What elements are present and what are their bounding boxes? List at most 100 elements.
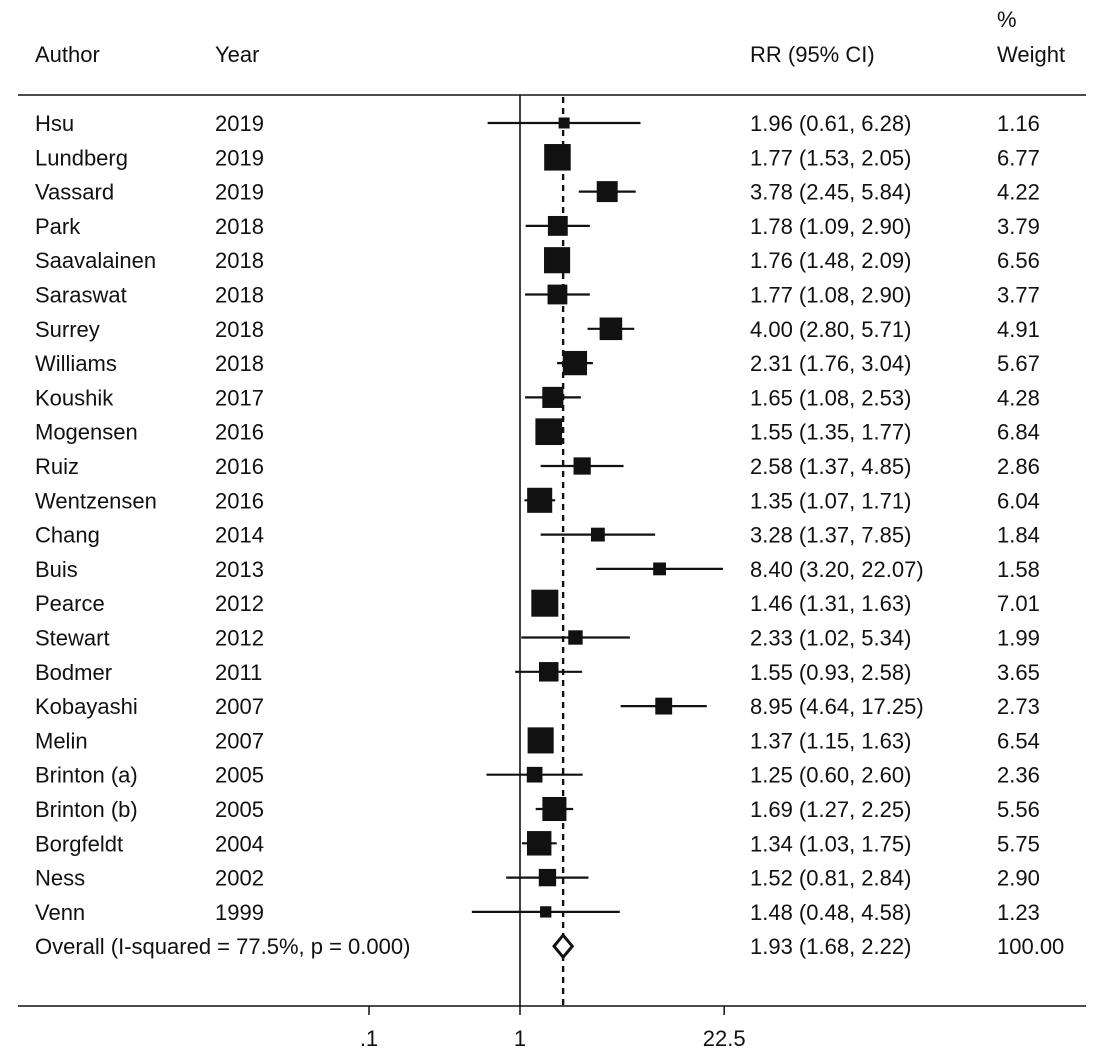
study-weight: 6.04 — [997, 488, 1040, 513]
x-tick-label: .1 — [360, 1026, 378, 1051]
study-year: 2018 — [215, 351, 264, 376]
study-year: 2018 — [215, 283, 264, 308]
study-author: Hsu — [35, 111, 74, 136]
point-estimate-box — [558, 117, 570, 129]
study-author: Koushik — [35, 385, 114, 410]
point-estimate-box — [531, 589, 559, 617]
point-estimate-box — [573, 457, 591, 475]
study-author: Buis — [35, 557, 78, 582]
study-weight: 4.91 — [997, 317, 1040, 342]
study-year: 2004 — [215, 831, 264, 856]
point-estimate-box — [535, 418, 563, 446]
study-author: Williams — [35, 351, 117, 376]
study-weight: 2.73 — [997, 694, 1040, 719]
study-rr-ci: 8.40 (3.20, 22.07) — [750, 557, 924, 582]
study-rr-ci: 1.69 (1.27, 2.25) — [750, 797, 911, 822]
plot-marks — [471, 95, 723, 1006]
point-estimate-box — [596, 181, 618, 203]
study-year: 2019 — [215, 180, 264, 205]
study-rr-ci: 1.25 (0.60, 2.60) — [750, 763, 911, 788]
study-weight: 4.22 — [997, 180, 1040, 205]
x-tick-label: 22.5 — [703, 1026, 746, 1051]
study-weight: 5.75 — [997, 831, 1040, 856]
study-weight: 1.58 — [997, 557, 1040, 582]
study-author: Saavalainen — [35, 248, 156, 273]
study-rr-ci: 4.00 (2.80, 5.71) — [750, 317, 911, 342]
study-weight: 1.23 — [997, 900, 1040, 925]
study-rr-ci: 3.28 (1.37, 7.85) — [750, 523, 911, 548]
study-weight: 2.90 — [997, 866, 1040, 891]
study-year: 2005 — [215, 797, 264, 822]
study-author: Brinton (a) — [35, 763, 138, 788]
study-year: 2007 — [215, 694, 264, 719]
study-rr-ci: 1.96 (0.61, 6.28) — [750, 111, 911, 136]
point-estimate-box — [590, 527, 605, 542]
point-estimate-box — [599, 317, 623, 341]
study-year: 2019 — [215, 145, 264, 170]
study-author: Brinton (b) — [35, 797, 138, 822]
study-rr-ci: 1.76 (1.48, 2.09) — [750, 248, 911, 273]
x-tick-label: 1 — [514, 1026, 526, 1051]
study-year: 2002 — [215, 866, 264, 891]
study-author: Stewart — [35, 626, 110, 651]
study-rr-ci: 1.35 (1.07, 1.71) — [750, 488, 911, 513]
point-estimate-box — [547, 215, 568, 236]
study-author: Venn — [35, 900, 85, 925]
point-estimate-box — [538, 662, 559, 682]
study-weight: 1.16 — [997, 111, 1040, 136]
study-rr-ci: 2.31 (1.76, 3.04) — [750, 351, 911, 376]
study-author: Kobayashi — [35, 694, 138, 719]
column-headers: Author Year RR (95% CI) % Weight — [35, 7, 1065, 67]
study-rr-ci: 1.65 (1.08, 2.53) — [750, 385, 911, 410]
study-rr-ci: 1.55 (0.93, 2.58) — [750, 660, 911, 685]
study-year: 1999 — [215, 900, 264, 925]
study-weight: 6.77 — [997, 145, 1040, 170]
header-weight-percent: % — [997, 7, 1017, 32]
study-author: Bodmer — [35, 660, 112, 685]
study-weight: 5.56 — [997, 797, 1040, 822]
study-author: Borgfeldt — [35, 831, 123, 856]
study-author: Saraswat — [35, 283, 127, 308]
header-weight: Weight — [997, 42, 1065, 67]
point-estimate-box — [544, 144, 571, 171]
point-estimate-box — [542, 386, 564, 408]
study-weight: 5.67 — [997, 351, 1040, 376]
overall-rr-ci: 1.93 (1.68, 2.22) — [750, 934, 911, 959]
overall-label: Overall (I-squared = 77.5%, p = 0.000) — [35, 934, 410, 959]
x-axis: .1 1 22.5 — [18, 1005, 1086, 1051]
study-rows: Hsu 2019 1.96 (0.61, 6.28) 1.16 Lundberg 2019… — [35, 111, 1064, 959]
study-author: Pearce — [35, 591, 105, 616]
study-weight: 3.77 — [997, 283, 1040, 308]
point-estimate-box — [568, 630, 583, 645]
point-estimate-box — [538, 868, 557, 887]
study-rr-ci: 1.48 (0.48, 4.58) — [750, 900, 911, 925]
study-year: 2016 — [215, 488, 264, 513]
study-year: 2019 — [215, 111, 264, 136]
point-estimate-box — [542, 796, 567, 822]
point-estimate-box — [562, 350, 588, 376]
study-weight: 2.36 — [997, 763, 1040, 788]
study-weight: 2.86 — [997, 454, 1040, 479]
study-rr-ci: 1.77 (1.53, 2.05) — [750, 145, 911, 170]
study-author: Chang — [35, 523, 100, 548]
study-year: 2013 — [215, 557, 264, 582]
study-weight: 1.84 — [997, 523, 1040, 548]
study-weight: 7.01 — [997, 591, 1040, 616]
overall-diamond — [552, 932, 575, 960]
point-estimate-box — [544, 247, 571, 274]
study-year: 2018 — [215, 214, 264, 239]
study-rr-ci: 3.78 (2.45, 5.84) — [750, 180, 911, 205]
study-rr-ci: 1.34 (1.03, 1.75) — [750, 831, 911, 856]
study-rr-ci: 8.95 (4.64, 17.25) — [750, 694, 924, 719]
study-author: Surrey — [35, 317, 100, 342]
study-year: 2014 — [215, 523, 264, 548]
study-author: Melin — [35, 728, 88, 753]
study-year: 2005 — [215, 763, 264, 788]
study-rr-ci: 2.58 (1.37, 4.85) — [750, 454, 911, 479]
point-estimate-box — [547, 284, 568, 305]
study-rr-ci: 1.46 (1.31, 1.63) — [750, 591, 911, 616]
study-weight: 3.65 — [997, 660, 1040, 685]
overall-weight: 100.00 — [997, 934, 1064, 959]
study-rr-ci: 1.55 (1.35, 1.77) — [750, 420, 911, 445]
